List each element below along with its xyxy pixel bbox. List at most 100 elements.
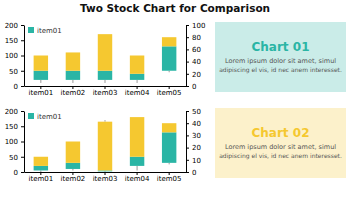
y2-axis: 01020304050 [186,108,201,177]
tick: 10 [186,157,201,165]
bar [162,46,176,70]
x-axis: item01item02item03item04item05 [25,86,187,97]
annotation-heading: Chart 02 [252,126,310,140]
annotation-box: Chart 01Lorem ipsum dolor sit amet, simu… [215,22,346,92]
tick-label: 150 [5,37,18,45]
tick-label: 100 [5,52,18,60]
tick-label: 30 [192,132,201,140]
whisker-low [105,80,106,83]
whisker-low [72,169,73,171]
chart: 05010015020001020304050item01item02item0… [5,108,201,184]
title: Two Stock Chart for Comparison [80,2,270,14]
tick: 100 [5,52,24,60]
annotation-background [215,22,346,92]
tick-mark [21,126,24,127]
legend: item01 [28,27,62,35]
tick-mark [186,62,189,63]
y-axis: 050100150200 [5,108,25,177]
axis-line [24,112,25,173]
tick-label: 40 [192,120,201,128]
bar [162,37,176,46]
bar [162,132,176,163]
legend-swatch [28,27,34,33]
tick-label: 80 [192,34,201,42]
bar [66,163,80,169]
bar [98,71,112,80]
x-axis: item01 item02 item03 item04 item05 [25,172,187,183]
axis-line [186,26,187,87]
tick-label: 40 [192,58,201,66]
tick-label: item03 [93,89,118,97]
tick: 20 [186,71,201,79]
tick-label: 200 [5,22,18,30]
tick-label: 10 [192,157,201,165]
tick-label: item02 [61,89,86,97]
chart-svg: Two Stock Chart for Comparison0501001502… [0,0,350,197]
tick-label: 50 [192,108,201,116]
legend: item01 [28,113,62,121]
tick: item01 [28,172,53,183]
bar [162,123,176,132]
tick-label: 20 [192,71,201,79]
tick: 60 [186,46,201,54]
tick: 50 [9,67,24,75]
tick: 80 [186,34,201,42]
tick-label: item03 [93,175,118,183]
bar [34,56,48,71]
tick: 0 [14,83,24,91]
tick-label: 0 [14,169,18,177]
tick-label: item01 [28,89,53,97]
tick-label: 0 [14,83,18,91]
tick: 200 [5,108,24,116]
tick-mark [21,86,24,87]
bar [130,157,144,166]
tick: 30 [186,132,201,140]
plot-area [34,34,177,83]
whisker-high [105,120,106,122]
tick-label: item04 [125,175,150,183]
bar [34,71,48,80]
whisker-low [72,80,73,83]
tick-mark [186,123,189,124]
annotation-heading: Chart 01 [252,40,310,54]
tick-mark [21,142,24,143]
tick: 50 [9,153,24,161]
tick-mark [186,111,189,112]
tick-label: 0 [192,83,196,91]
tick-label: 150 [5,123,18,131]
annotation-background [215,108,346,178]
bar [98,34,112,71]
tick-label: item05 [157,175,182,183]
chart: 0 50 100 150 200 0 20 40 60 80 100 item01 item02 item… [5,22,206,98]
tick-label: item01 [28,175,53,183]
tick: 50 [186,108,201,116]
y2-axis: 0 20 40 60 80 100 [186,22,205,91]
bar [66,52,80,70]
whisker-low [137,166,138,171]
whisker-low [169,163,170,165]
bar [130,117,144,157]
tick-label: 100 [192,22,205,30]
tick: item05 [157,172,182,183]
tick-mark [186,49,189,50]
y-axis: 0 50 100 150 200 [5,22,25,91]
tick-mark [186,160,189,161]
tick: 0 [186,169,196,177]
tick: item02 [61,86,86,97]
tick-label: item05 [157,89,182,97]
tick-mark [21,71,24,72]
tick: item05 [157,86,182,97]
tick: item03 [93,172,118,183]
tick: 40 [186,120,201,128]
tick-mark [186,74,189,75]
tick: item02 [61,172,86,183]
tick-mark [21,25,24,26]
tick-label: item02 [61,175,86,183]
tick-label: 0 [192,169,196,177]
tick: 150 [5,123,24,131]
tick: item01 [28,86,53,97]
annotation-text: adipiscing el vis, id nec anem interesse… [219,66,342,74]
whisker-low [40,170,41,172]
legend-label: item01 [37,113,62,121]
tick-mark [21,157,24,158]
